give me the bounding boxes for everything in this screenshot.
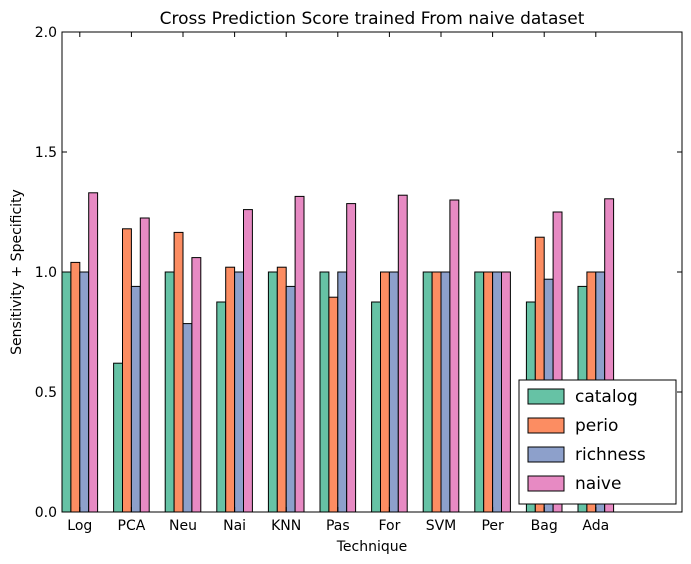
x-tick-label: SVM xyxy=(426,518,457,534)
bar-perio-for xyxy=(380,271,390,513)
bar-catalog-pca xyxy=(113,362,123,513)
bar-naive-ada xyxy=(604,198,615,513)
bar-catalog-nai xyxy=(216,301,227,513)
bar-richness-pas xyxy=(337,271,348,513)
bar-richness-log xyxy=(79,271,90,513)
bar-naive-per xyxy=(501,271,511,513)
x-tick-label: Per xyxy=(481,518,504,534)
bar-catalog-svm xyxy=(422,271,433,513)
bar-naive-bag xyxy=(552,211,563,513)
bar-richness-nai xyxy=(234,271,245,513)
y-tick-label: 1.5 xyxy=(35,145,57,161)
bar-perio-neu xyxy=(173,231,184,513)
bar-catalog-knn xyxy=(267,271,278,513)
bar-perio-per xyxy=(483,271,494,513)
bar-naive-pas xyxy=(346,203,357,513)
bar-perio-pca xyxy=(122,228,132,513)
legend-label-naive: naive xyxy=(575,474,621,494)
y-tick-label: 2.0 xyxy=(35,25,57,41)
y-tick-label: 1.0 xyxy=(35,265,57,281)
x-tick-label: Neu xyxy=(169,518,197,534)
bars-group xyxy=(61,192,615,513)
y-tick-label: 0.0 xyxy=(35,505,57,521)
legend-label-perio: perio xyxy=(575,416,618,436)
legend-label-richness: richness xyxy=(575,445,646,465)
x-tick-label: KNN xyxy=(271,518,301,534)
x-axis-title: Technique xyxy=(336,539,408,555)
x-tick-label: Ada xyxy=(582,518,609,534)
bar-naive-svm xyxy=(449,199,460,513)
bar-perio-log xyxy=(70,261,81,513)
bar-naive-knn xyxy=(294,195,305,513)
y-tick-label: 0.5 xyxy=(35,385,57,401)
legend-label-catalog: catalog xyxy=(575,387,638,407)
x-tick-label: Log xyxy=(67,518,92,534)
bar-richness-neu xyxy=(182,323,193,513)
bar-richness-svm xyxy=(440,271,451,513)
x-tick-label: Pas xyxy=(326,518,350,534)
bar-perio-svm xyxy=(431,271,442,513)
bar-catalog-pas xyxy=(319,271,330,513)
bar-richness-per xyxy=(492,271,503,513)
bar-richness-knn xyxy=(285,285,296,513)
bar-richness-pca xyxy=(130,285,141,513)
legend-swatch-catalog xyxy=(527,388,565,405)
bar-catalog-for xyxy=(371,301,382,513)
chart-title: Cross Prediction Score trained From naiv… xyxy=(160,9,585,29)
bar-catalog-log xyxy=(61,271,72,513)
legend-swatch-naive xyxy=(527,475,565,492)
bar-perio-knn xyxy=(276,266,287,513)
y-axis-title: Sensitivity + Specificity xyxy=(9,189,25,355)
x-axis: Log PCA Neu Nai KNN Pas For SVM Per Bag Ada xyxy=(67,32,609,534)
bar-naive-log xyxy=(88,192,99,513)
bar-perio-pas xyxy=(328,296,339,513)
x-tick-label: For xyxy=(378,518,400,534)
x-tick-label: PCA xyxy=(118,518,146,534)
bar-naive-for xyxy=(397,194,408,513)
legend: catalog perio richness naive xyxy=(518,379,677,505)
legend-swatch-richness xyxy=(527,446,565,463)
bar-catalog-per xyxy=(474,271,485,513)
x-tick-label: Bag xyxy=(531,518,558,534)
bar-naive-pca xyxy=(139,217,150,513)
bar-naive-nai xyxy=(243,209,253,513)
bar-naive-neu xyxy=(191,257,202,513)
bar-richness-for xyxy=(388,271,399,513)
bar-perio-nai xyxy=(225,266,236,513)
bar-catalog-neu xyxy=(164,271,175,513)
x-tick-label: Nai xyxy=(223,518,246,534)
legend-swatch-perio xyxy=(527,417,565,434)
